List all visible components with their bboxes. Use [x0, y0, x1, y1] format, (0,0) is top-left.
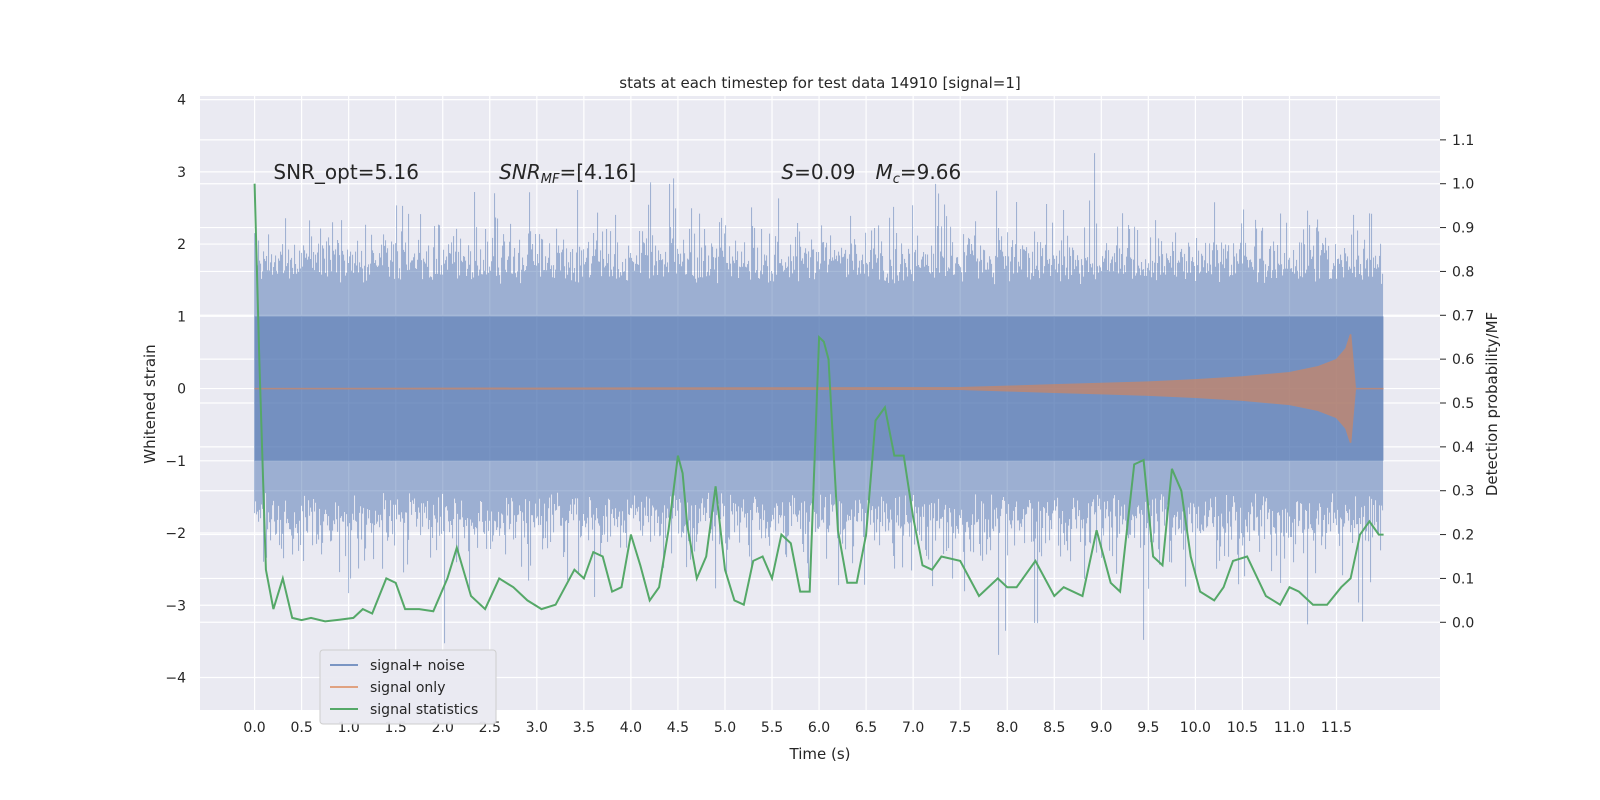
x-tick-label: 6.0	[808, 720, 830, 736]
y-left-tick-label: 3	[177, 165, 186, 181]
y-right-tick-label: 0.2	[1452, 528, 1474, 544]
y-right-tick-label: 0.0	[1452, 615, 1474, 631]
x-tick-label: 11.5	[1321, 720, 1352, 736]
y-right-axis-ticks: 0.0 0.1 0.2 0.3 0.4 0.5 0.6 0.7 0.8 0.9 1.0 1.1	[1440, 133, 1474, 631]
legend-label: signal only	[370, 680, 445, 696]
y-left-tick-label: −2	[165, 526, 186, 542]
y-left-tick-label: −4	[165, 670, 186, 686]
x-tick-label: 4.5	[667, 720, 689, 736]
y-left-tick-label: 2	[177, 237, 186, 253]
y-left-tick-label: 0	[177, 382, 186, 398]
y-left-axis-label: Whitened strain	[141, 344, 159, 463]
legend-label: signal statistics	[370, 702, 478, 718]
x-tick-label: 0.5	[290, 720, 312, 736]
x-tick-label: 3.0	[526, 720, 548, 736]
y-right-tick-label: 0.4	[1452, 440, 1474, 456]
signal-statistics-series	[253, 183, 1384, 623]
y-left-tick-label: 1	[177, 309, 186, 325]
y-right-tick-label: 0.5	[1452, 396, 1474, 412]
x-tick-label: 11.0	[1274, 720, 1305, 736]
x-tick-label: 10.0	[1180, 720, 1211, 736]
x-tick-label: 7.5	[949, 720, 971, 736]
annotation-text: SNR_opt=5.16	[273, 160, 419, 184]
x-tick-label: 10.5	[1227, 720, 1258, 736]
y-right-tick-label: 0.8	[1452, 264, 1474, 280]
signal-only-envelope	[254, 334, 1384, 443]
y-right-tick-label: 0.1	[1452, 571, 1474, 587]
x-tick-label: 9.5	[1137, 720, 1159, 736]
y-right-tick-label: 0.7	[1452, 308, 1474, 324]
x-tick-label: 4.0	[620, 720, 642, 736]
y-left-tick-label: −1	[165, 454, 186, 470]
y-right-tick-label: 0.3	[1452, 484, 1474, 500]
y-right-axis-label: Detection probability/MF	[1483, 312, 1501, 496]
y-right-tick-label: 1.1	[1452, 133, 1474, 149]
x-axis-ticks: 0.0 0.5 1.0 1.5 2.0 2.5 3.0 3.5 4.0 4.5 5.0 5.5 6.0 6…	[243, 720, 1352, 736]
y-right-tick-label: 1.0	[1452, 177, 1474, 193]
x-tick-label: 0.0	[243, 720, 265, 736]
x-tick-label: 5.0	[714, 720, 736, 736]
x-tick-label: 7.0	[902, 720, 924, 736]
annotations: SNR_opt=5.16 SNRMF=[4.16] S=0.09 Mc=9.66	[273, 160, 961, 187]
x-tick-label: 8.0	[996, 720, 1018, 736]
signal-statistics-line	[253, 183, 1384, 623]
annotation-text: Mc=9.66	[876, 160, 962, 187]
legend-label: signal+ noise	[370, 658, 465, 674]
signal-only-series	[254, 334, 1384, 443]
chart-title: stats at each timestep for test data 149…	[619, 74, 1020, 92]
x-tick-label: 6.5	[855, 720, 877, 736]
y-right-tick-label: 0.6	[1452, 352, 1474, 368]
x-tick-label: 9.0	[1090, 720, 1112, 736]
x-tick-label: 3.5	[573, 720, 595, 736]
annotation-text: SNRMF=[4.16]	[499, 160, 636, 187]
x-tick-label: 5.5	[761, 720, 783, 736]
legend: signal+ noise signal only signal statistic…	[319, 649, 497, 725]
annotation-text: S=0.09	[781, 160, 855, 184]
y-left-tick-label: 4	[177, 93, 186, 109]
legend-box	[319, 649, 497, 725]
x-tick-label: 8.5	[1043, 720, 1065, 736]
y-left-axis-ticks: −4 −3 −2 −1 0 1 2 3 4	[165, 93, 186, 687]
x-axis-label: Time (s)	[789, 745, 851, 763]
y-right-tick-label: 0.9	[1452, 221, 1474, 237]
y-left-tick-label: −3	[165, 598, 186, 614]
